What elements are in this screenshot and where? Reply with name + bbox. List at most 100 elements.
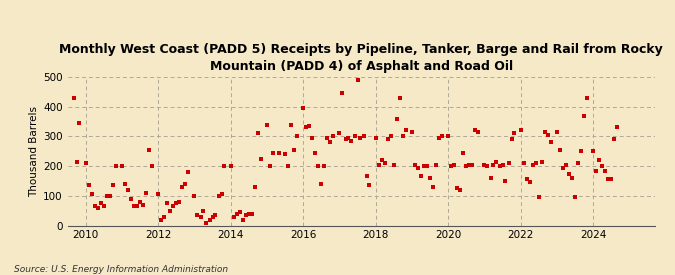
- Point: [173, 200, 184, 204]
- Point: [594, 158, 605, 162]
- Point: [388, 163, 399, 167]
- Point: [189, 194, 200, 198]
- Point: [560, 163, 571, 167]
- Point: [431, 163, 441, 167]
- Point: [606, 177, 617, 182]
- Point: [554, 148, 565, 152]
- Point: [398, 134, 408, 139]
- Point: [506, 137, 517, 142]
- Point: [80, 161, 91, 165]
- Point: [392, 116, 402, 121]
- Point: [385, 134, 396, 139]
- Point: [261, 122, 272, 127]
- Point: [576, 149, 587, 153]
- Point: [364, 183, 375, 188]
- Point: [500, 179, 511, 183]
- Point: [603, 177, 614, 182]
- Point: [216, 192, 227, 197]
- Point: [536, 160, 547, 164]
- Point: [570, 195, 580, 199]
- Point: [74, 121, 85, 125]
- Point: [533, 195, 544, 199]
- Point: [572, 161, 583, 165]
- Point: [543, 133, 554, 137]
- Point: [119, 182, 130, 186]
- Point: [470, 128, 481, 133]
- Point: [352, 78, 363, 82]
- Point: [240, 213, 251, 217]
- Point: [110, 164, 121, 168]
- Point: [361, 174, 372, 179]
- Point: [286, 122, 296, 127]
- Point: [141, 191, 152, 195]
- Point: [322, 136, 333, 140]
- Point: [346, 139, 356, 143]
- Point: [265, 164, 275, 168]
- Point: [126, 197, 136, 201]
- Point: [289, 148, 300, 152]
- Point: [99, 204, 109, 208]
- Point: [300, 125, 311, 130]
- Point: [95, 201, 106, 205]
- Point: [349, 134, 360, 139]
- Point: [400, 128, 411, 133]
- Point: [219, 164, 230, 168]
- Point: [567, 176, 578, 180]
- Point: [71, 160, 82, 164]
- Point: [504, 161, 514, 165]
- Point: [467, 163, 478, 167]
- Point: [117, 164, 128, 168]
- Point: [599, 168, 610, 173]
- Point: [443, 134, 454, 139]
- Point: [283, 164, 294, 168]
- Point: [207, 214, 218, 219]
- Point: [228, 214, 239, 219]
- Point: [433, 136, 444, 140]
- Point: [159, 214, 169, 219]
- Point: [153, 192, 163, 197]
- Point: [244, 211, 254, 216]
- Point: [437, 134, 448, 139]
- Point: [168, 204, 179, 208]
- Point: [279, 152, 290, 156]
- Point: [578, 113, 589, 118]
- Point: [422, 164, 433, 168]
- Point: [491, 160, 502, 164]
- Point: [464, 163, 475, 167]
- Point: [132, 204, 142, 208]
- Point: [531, 161, 541, 165]
- Point: [304, 124, 315, 128]
- Point: [355, 136, 366, 140]
- Point: [232, 211, 242, 216]
- Point: [551, 130, 562, 134]
- Point: [455, 188, 466, 192]
- Point: [213, 194, 224, 198]
- Point: [107, 183, 118, 188]
- Point: [86, 192, 97, 197]
- Point: [488, 163, 499, 167]
- Point: [162, 201, 173, 205]
- Point: [588, 149, 599, 153]
- Point: [461, 164, 472, 168]
- Point: [101, 194, 112, 198]
- Point: [377, 158, 387, 162]
- Point: [524, 180, 535, 185]
- Point: [343, 136, 354, 140]
- Point: [472, 130, 483, 134]
- Point: [180, 182, 191, 186]
- Point: [268, 150, 279, 155]
- Point: [582, 96, 593, 100]
- Point: [416, 174, 427, 179]
- Point: [310, 150, 321, 155]
- Point: [427, 185, 438, 189]
- Point: [92, 205, 103, 210]
- Point: [425, 176, 435, 180]
- Point: [412, 165, 423, 170]
- Point: [479, 163, 490, 167]
- Point: [123, 188, 134, 192]
- Point: [591, 168, 601, 173]
- Point: [177, 185, 188, 189]
- Point: [325, 140, 335, 145]
- Point: [452, 186, 462, 191]
- Point: [195, 214, 206, 219]
